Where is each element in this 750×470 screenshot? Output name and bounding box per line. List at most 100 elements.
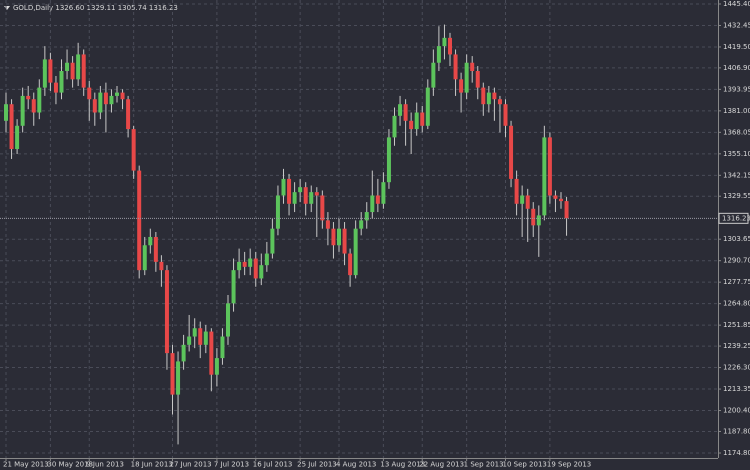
candle-body	[309, 192, 314, 204]
candle-body	[98, 92, 103, 113]
candle-body	[170, 353, 175, 395]
candle-body	[342, 228, 347, 254]
candle-body	[298, 187, 303, 193]
candle-body	[198, 328, 203, 345]
candle-body	[176, 361, 181, 395]
candle-body	[209, 331, 214, 375]
candle-body	[153, 236, 158, 262]
candle-body	[270, 228, 275, 254]
candle-body	[375, 195, 380, 204]
candle-body	[492, 92, 497, 100]
candle-body	[142, 245, 147, 271]
y-tick-label: 1200.40	[723, 407, 750, 415]
x-tick-label: 10 Sep 2013	[503, 461, 547, 469]
y-tick-label: 1381.00	[723, 107, 750, 115]
candle-body	[398, 104, 403, 116]
candle-body	[192, 328, 197, 337]
candle-body	[148, 236, 153, 246]
candle-body	[131, 129, 136, 171]
x-tick-label: 4 Aug 2013	[336, 461, 376, 469]
candle-body	[464, 62, 469, 93]
y-tick-label: 1406.90	[723, 64, 750, 72]
candle-body	[481, 87, 486, 105]
candle-body	[287, 178, 292, 204]
candle-body	[292, 192, 297, 204]
candle-body	[103, 92, 108, 105]
y-tick-label: 1187.80	[723, 427, 750, 435]
candle-body	[159, 261, 164, 271]
x-tick-label: 13 Aug 2013	[380, 461, 425, 469]
y-tick-label: 1251.85	[723, 321, 750, 329]
candle-body	[353, 228, 358, 276]
x-tick-label: 18 Jun 2013	[131, 461, 173, 469]
x-tick-label: 7 Jul 2013	[214, 461, 249, 469]
candle-body	[470, 62, 475, 72]
candle-body	[509, 125, 514, 179]
candle-body	[15, 125, 20, 150]
y-tick-label: 1174.80	[723, 449, 750, 457]
candle-body	[559, 198, 563, 202]
candle-body	[536, 215, 541, 226]
x-tick-label: 22 Aug 2013	[419, 461, 464, 469]
candle-body	[370, 195, 375, 213]
x-tick-label: 30 May 2013	[47, 461, 93, 469]
x-tick-label: 21 May 2013	[3, 461, 49, 469]
candle-body	[503, 104, 508, 126]
candle-body	[381, 182, 386, 204]
candle-body	[364, 212, 369, 221]
candle-body	[448, 37, 452, 55]
candle-body	[264, 253, 269, 266]
candle-body	[547, 137, 552, 196]
x-tick-label: 16 Jul 2013	[253, 461, 293, 469]
candle-body	[81, 54, 86, 88]
candle-body	[542, 137, 547, 216]
x-tick-label: 1 Sep 2013	[464, 461, 504, 469]
candle-body	[337, 228, 341, 246]
candle-body	[87, 87, 92, 100]
candle-body	[392, 115, 397, 138]
candle-body	[314, 192, 319, 196]
candle-body	[214, 358, 219, 375]
candle-body	[115, 92, 119, 96]
candle-body	[320, 195, 325, 221]
candle-body	[331, 228, 336, 246]
candle-body	[120, 92, 125, 100]
candle-body	[220, 336, 225, 359]
candle-body	[403, 104, 408, 121]
candle-body	[348, 253, 353, 276]
candle-body	[231, 270, 236, 304]
x-tick-label: 9 Jun 2013	[86, 461, 124, 469]
candle-body	[409, 120, 414, 130]
candle-body	[520, 195, 525, 204]
candle-body	[420, 112, 425, 126]
candle-body	[514, 178, 519, 204]
y-tick-label: 1445.40	[723, 0, 750, 8]
candle-body	[26, 95, 31, 100]
candle-body	[59, 71, 64, 93]
candle-body	[253, 258, 258, 279]
candle-body	[425, 87, 430, 126]
candle-body	[109, 95, 114, 105]
y-tick-label: 1226.30	[723, 364, 750, 372]
y-tick-label: 1419.50	[723, 43, 750, 51]
candle-body	[70, 62, 75, 80]
y-tick-label: 1277.75	[723, 278, 750, 286]
y-tick-label: 1329.55	[723, 192, 750, 200]
candle-body	[48, 59, 53, 83]
candle-body	[137, 170, 142, 271]
candle-body	[525, 195, 530, 209]
candle-body	[436, 46, 441, 63]
candle-body	[203, 331, 208, 345]
candle-body	[226, 303, 230, 337]
candle-body	[37, 87, 42, 113]
y-tick-label: 1264.80	[723, 300, 750, 308]
y-tick-label: 1213.35	[723, 385, 750, 393]
current-price-label: 1316.23	[722, 214, 750, 222]
y-tick-label: 1355.10	[723, 150, 750, 158]
candle-body	[259, 265, 264, 279]
candle-body	[553, 195, 558, 199]
chart-title: GOLD,Daily 1326.60 1329.11 1305.74 1316.…	[13, 4, 178, 12]
candle-body	[564, 201, 569, 219]
